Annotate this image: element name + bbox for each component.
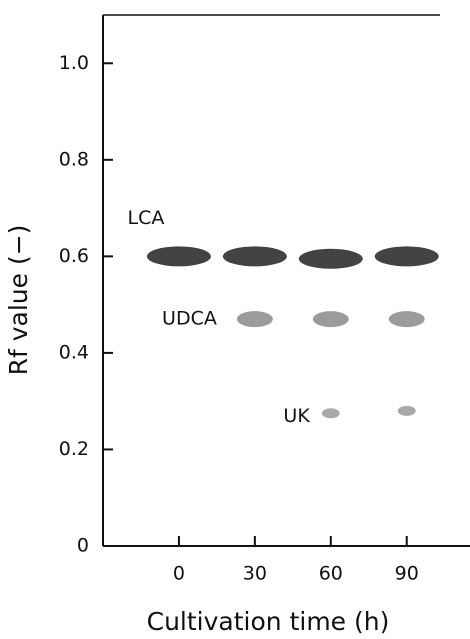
spot-label: UDCA <box>162 308 217 330</box>
spot <box>375 246 439 266</box>
y-tick-label: 1.0 <box>59 52 89 74</box>
spot <box>313 311 349 327</box>
spot <box>223 246 287 266</box>
spot <box>147 246 211 266</box>
x-tick-label: 30 <box>243 563 267 585</box>
y-tick-label: 0.4 <box>59 341 89 363</box>
spot-label: UK <box>283 405 310 427</box>
spot <box>322 408 340 418</box>
y-tick-label: 0.2 <box>59 438 89 460</box>
y-tick-label: 0.8 <box>59 148 89 170</box>
spot <box>299 249 363 269</box>
y-axis-title: Rf value (−) <box>4 225 33 376</box>
spot <box>237 311 273 327</box>
y-tick-label: 0 <box>77 535 89 557</box>
y-tick-label: 0.6 <box>59 245 89 267</box>
x-tick-label: 0 <box>173 563 185 585</box>
chart: Cultivation time (h) Rf value (−) 0 0.2 0.… <box>0 0 470 639</box>
x-axis-title: Cultivation time (h) <box>147 607 390 636</box>
spot <box>389 311 425 327</box>
spot-label: LCA <box>128 207 165 229</box>
x-tick-label: 90 <box>395 563 419 585</box>
spot <box>398 406 416 416</box>
x-tick-label: 60 <box>319 563 343 585</box>
